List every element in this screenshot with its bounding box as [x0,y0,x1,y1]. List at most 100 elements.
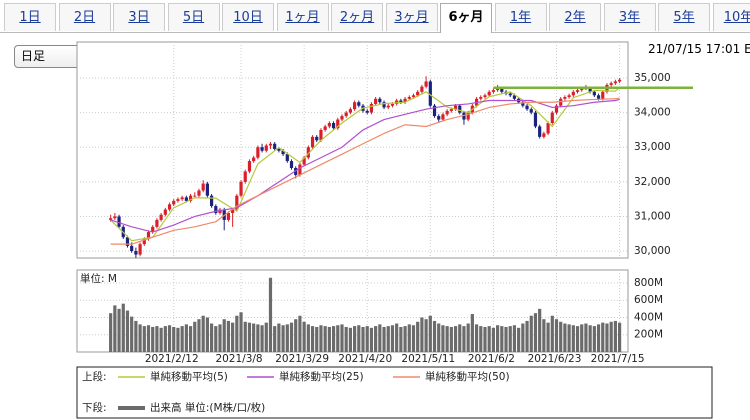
tab[interactable]: 5年 [658,3,710,31]
volume-bar [146,325,151,352]
volume-bar [163,326,167,352]
volume-bar [538,308,542,352]
candle-body [487,91,491,96]
tab[interactable]: 2ヶ月 [331,3,383,31]
candle-body [491,90,496,92]
candle-body [247,161,252,172]
candle-body [374,98,378,104]
tab[interactable]: 5日 [167,3,220,31]
x-tick-label: 2021/4/20 [338,353,392,365]
candle-body [403,98,407,103]
volume-bar [256,324,260,352]
candle-body [496,88,500,91]
candle-body [378,98,382,103]
candle-body [310,136,315,148]
volume-bar [184,324,188,352]
candle-body [617,79,622,82]
candle-body [193,195,197,197]
ma-line [110,87,620,242]
candle-body [525,105,529,110]
volume-bar [567,324,571,352]
candle-body [226,213,231,220]
volume-bar [193,321,197,352]
x-tick-label: 2021/2/12 [145,353,199,365]
tab[interactable]: 10年 [712,3,750,31]
volume-bar [167,325,172,352]
candle-body [601,91,605,99]
tab[interactable]: 6ヶ月 [440,3,492,33]
volume-bar [596,324,601,352]
volume-bar [336,325,340,352]
candle-body [449,109,453,111]
tab[interactable]: 3日 [113,3,165,31]
candle-body [428,81,432,106]
candle-body [260,147,264,151]
candle-body [273,143,277,149]
volume-bar [424,319,428,352]
candle-body [172,200,176,205]
volume-bar [504,326,508,352]
volume-bar [277,323,281,352]
candle-body [340,116,344,120]
volume-bar [462,326,466,352]
volume-bar [399,326,403,352]
tab[interactable]: 1年 [494,3,547,31]
volume-bar [159,327,163,352]
candle-body [163,209,167,215]
candle-body [205,183,209,196]
candle-body [231,209,235,213]
y-tick-label: 34,000 [634,107,671,119]
y-tick-label: 31,000 [634,210,671,222]
volume-bar [542,319,546,352]
volume-bar [407,324,411,352]
candle-body [323,126,327,130]
volume-bar [395,323,399,352]
volume-bar [584,323,588,352]
volume-bar [247,322,252,352]
volume-bar [550,315,554,352]
tab[interactable]: 2年 [549,3,601,31]
volume-bar [109,313,113,352]
volume-bar [176,327,180,352]
volume-bar [390,325,395,352]
y-tick-label: 35,000 [634,72,671,84]
candle-body [134,251,138,255]
candle-body [399,100,403,103]
candle-body [386,105,390,108]
ma-line [110,97,620,245]
tab[interactable]: 2日 [58,3,111,31]
volume-bar [533,313,538,352]
candle-body [567,95,571,98]
volume-bar [348,327,352,352]
tab[interactable]: 1日 [4,3,56,31]
candle-body [344,112,348,117]
volume-bar [273,326,277,352]
candle-body [197,190,201,196]
x-tick-label: 2021/3/29 [275,353,329,365]
volume-bar [605,323,609,352]
candle-body [243,171,247,182]
volume-bar [361,326,365,352]
tab[interactable]: 3ヶ月 [385,3,438,31]
candle-body [508,93,512,96]
volume-bar [281,325,285,352]
candle-body [302,157,306,165]
tab[interactable]: 1ヶ月 [276,3,329,31]
volume-bar [575,326,580,352]
candle-body [559,98,563,106]
volume-bar [474,324,479,352]
tab[interactable]: 3年 [603,3,656,31]
legend-box [76,366,713,419]
candle-body [416,91,420,96]
candle-body [458,105,462,113]
x-tick-label: 2021/6/2 [468,353,515,365]
candle-body [155,219,159,227]
candle-body [546,123,550,134]
volume-bar [294,319,298,352]
tab[interactable]: 10日 [222,3,274,31]
candle-body [575,90,580,92]
candle-body [441,114,445,120]
candle-body [146,232,151,239]
